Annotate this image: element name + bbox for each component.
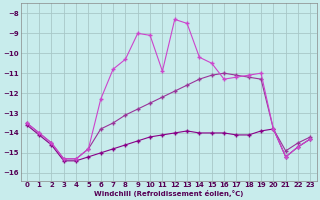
X-axis label: Windchill (Refroidissement éolien,°C): Windchill (Refroidissement éolien,°C) <box>94 190 243 197</box>
